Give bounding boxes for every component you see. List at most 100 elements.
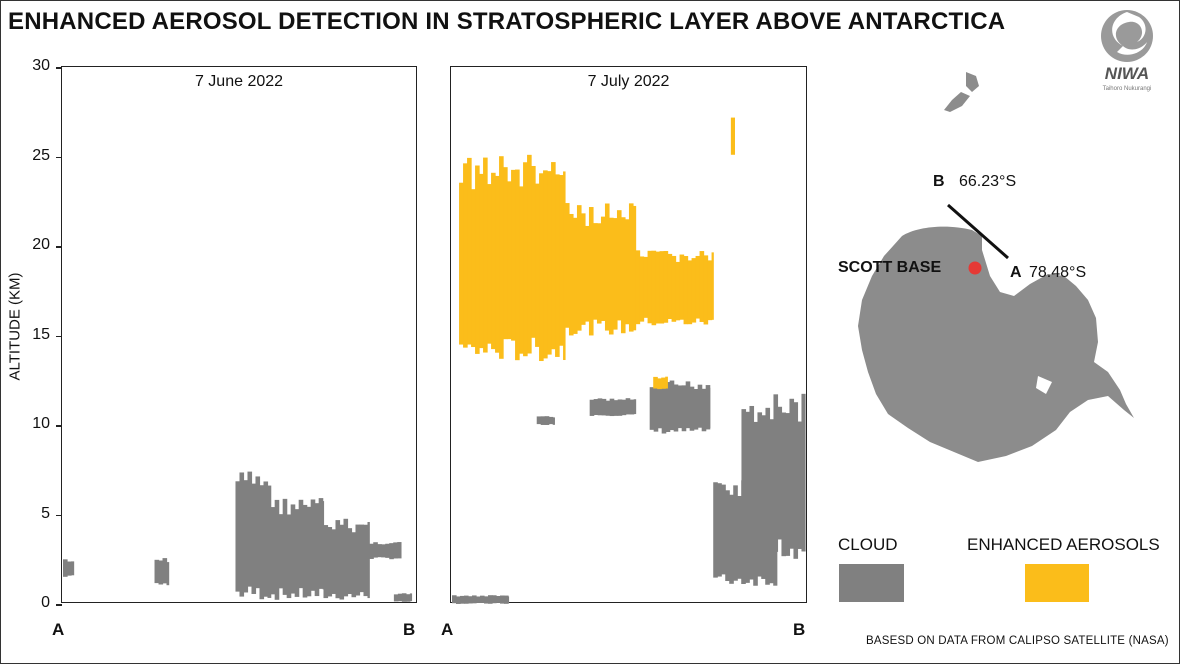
cloud-region-column <box>705 385 711 430</box>
logo-subtitle: Taihoro Nukurangi <box>1102 86 1152 92</box>
panel-june-date: 7 June 2022 <box>194 73 284 90</box>
scott-base-label: SCOTT BASE <box>838 259 942 276</box>
cloud-region-column <box>343 518 349 597</box>
aerosol-region-column <box>659 251 665 324</box>
aerosol-region-column <box>531 165 536 338</box>
cloud-region-column <box>314 503 320 597</box>
cloud-region-column <box>773 394 779 552</box>
cloud-region-column <box>504 595 509 604</box>
cloud-region-column <box>393 542 398 559</box>
cloud-region-column <box>71 561 75 576</box>
cloud-region-column <box>397 542 402 559</box>
aerosol-region-column <box>475 165 480 354</box>
cloud-region-column <box>259 485 265 600</box>
aerosol-region-column <box>695 255 701 319</box>
cloud-region-column <box>781 412 787 557</box>
cloud-region-column <box>797 421 803 549</box>
aerosol-region-column <box>632 205 637 331</box>
cloud-region <box>154 558 170 586</box>
aerosol-region-column <box>572 217 578 334</box>
aerosol-region-column <box>657 378 662 390</box>
cloud-region-column <box>777 406 783 540</box>
cloud-region-column <box>765 496 770 585</box>
cloud-region <box>536 416 555 425</box>
cloud-region-column <box>298 499 304 589</box>
cloud-region-column <box>306 506 312 597</box>
cloud-region-column <box>749 486 754 580</box>
cloud-region-column <box>544 416 550 425</box>
cloud-region-column <box>769 419 775 545</box>
cloud-region-column <box>761 415 767 544</box>
aerosol-region-column <box>471 189 476 348</box>
aerosol-region-column <box>515 169 520 361</box>
legend-cloud-swatch <box>839 564 904 602</box>
panel-july-end-label: B <box>793 620 806 639</box>
cloud-region-column <box>745 488 750 583</box>
cloud-region-column <box>625 398 631 415</box>
aerosol-region-column <box>551 162 556 350</box>
cloud-region-column <box>397 593 403 602</box>
aerosol-region-column <box>564 203 570 328</box>
niwa-logo-icon <box>1101 10 1153 62</box>
cloud-region-column <box>793 402 799 559</box>
cloud-region-column <box>713 482 718 578</box>
cloud-region-column <box>729 494 734 584</box>
cloud-region-column <box>765 407 771 551</box>
cloud-region <box>713 479 778 586</box>
cloud-region-column <box>484 596 489 604</box>
aerosol-region-column <box>523 162 528 357</box>
aerosol-region-column <box>699 251 705 322</box>
cloud-region-column <box>389 543 394 560</box>
cloud-region-column <box>789 398 795 549</box>
aerosol-region-column <box>667 253 673 320</box>
cloud-region-column <box>351 532 357 598</box>
y-tick-label: 25 <box>32 146 50 164</box>
aerosol-region-column <box>616 210 622 321</box>
aerosol-region-column <box>459 182 464 345</box>
aerosol-region <box>730 117 735 155</box>
y-tick-label: 20 <box>32 236 50 253</box>
cloud-region-column <box>601 398 607 416</box>
scott-base-marker <box>968 261 982 275</box>
aerosol-region-column <box>495 175 500 353</box>
aerosol-region-column <box>588 207 594 336</box>
cloud-region-column <box>717 483 722 577</box>
cloud-region <box>63 559 75 577</box>
aerosol-region-column <box>491 172 496 350</box>
cloud-region-column <box>633 399 637 415</box>
aerosol-region-column <box>624 219 630 325</box>
cloud-region-column <box>355 524 361 596</box>
cloud-region-column <box>464 595 469 604</box>
cloud-region-column <box>310 499 316 591</box>
cloud-region-column <box>270 507 276 595</box>
cloud-region-column <box>290 504 296 594</box>
cloud-region-column <box>661 381 667 434</box>
cloud-region-column <box>282 498 288 595</box>
y-tick-mark <box>56 604 62 606</box>
y-tick-mark <box>56 514 62 516</box>
aerosol-region-column <box>519 186 524 354</box>
aerosol-region-column <box>592 223 598 320</box>
y-tick-mark <box>56 156 62 158</box>
antarctica-landmass <box>858 226 1134 462</box>
aerosol-region-column <box>703 255 709 325</box>
cloud-region-column <box>239 472 245 597</box>
cloud-region-column <box>267 485 272 598</box>
aerosol-region-column <box>535 183 540 347</box>
cloud-region-column <box>737 495 742 579</box>
cloud-region-column <box>681 385 687 432</box>
aerosol-region-column <box>635 250 641 325</box>
cloud-region <box>270 498 325 600</box>
cloud-region-column <box>154 559 160 584</box>
aerosol-region-column <box>665 376 668 389</box>
cloud-region-column <box>492 595 497 604</box>
aerosol-region-column <box>655 251 661 324</box>
map-point-b: B <box>933 173 945 190</box>
aerosol-region-column <box>683 256 689 325</box>
aerosol-region-column <box>507 181 512 340</box>
aerosol-region-column <box>563 171 566 361</box>
cloud-region <box>589 398 637 417</box>
cloud-region-column <box>363 524 369 597</box>
cloud-region-column <box>381 544 386 558</box>
cloud-region-column <box>405 594 411 602</box>
